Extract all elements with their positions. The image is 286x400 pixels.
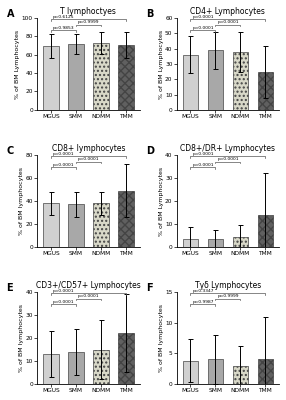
Bar [118, 334, 134, 384]
Bar [68, 352, 84, 384]
Bar [43, 203, 59, 247]
Bar [258, 215, 273, 247]
Y-axis label: % of BM lymphocytes: % of BM lymphocytes [159, 304, 164, 372]
Text: p=0.6125: p=0.6125 [53, 14, 75, 18]
Text: A: A [7, 9, 14, 19]
Title: CD3+/CD57+ Lymphocytes: CD3+/CD57+ Lymphocytes [36, 281, 141, 290]
Text: p=0.9853: p=0.9853 [53, 26, 75, 30]
Bar [93, 203, 109, 247]
Bar [68, 44, 84, 110]
Bar [183, 55, 198, 110]
Bar [258, 72, 273, 110]
Bar [43, 46, 59, 110]
Bar [208, 239, 223, 247]
Title: CD8+/DR+ Lymphocytes: CD8+/DR+ Lymphocytes [180, 144, 275, 153]
Y-axis label: % of BM lymphocytes: % of BM lymphocytes [19, 304, 24, 372]
Bar [93, 350, 109, 384]
Text: p=0.3347: p=0.3347 [192, 289, 214, 293]
Text: p<0.0001: p<0.0001 [53, 289, 74, 293]
Text: p<0.0001: p<0.0001 [53, 300, 74, 304]
Title: T lymphoctyes: T lymphoctyes [60, 7, 116, 16]
Bar [208, 360, 223, 384]
Text: p=0.9999: p=0.9999 [217, 294, 239, 298]
Text: p<0.0001: p<0.0001 [78, 157, 99, 161]
Text: B: B [146, 9, 153, 19]
Text: E: E [7, 283, 13, 293]
Text: p<0.0001: p<0.0001 [192, 14, 214, 18]
Bar [118, 45, 134, 110]
Y-axis label: % of BM lymphocytes: % of BM lymphocytes [19, 167, 24, 235]
Text: C: C [7, 146, 14, 156]
Title: CD8+ lymphocytes: CD8+ lymphocytes [51, 144, 125, 153]
Y-axis label: % of BM Lymphocytes: % of BM Lymphocytes [159, 166, 164, 236]
Bar [183, 239, 198, 247]
Text: D: D [146, 146, 154, 156]
Text: p<0.0001: p<0.0001 [192, 152, 214, 156]
Bar [233, 236, 248, 247]
Y-axis label: % of BM Lymphocytes: % of BM Lymphocytes [15, 30, 21, 98]
Text: p<0.0001: p<0.0001 [192, 26, 214, 30]
Bar [233, 52, 248, 110]
Y-axis label: % of BM Lymphocytes: % of BM Lymphocytes [159, 30, 164, 98]
Text: p<0.0001: p<0.0001 [78, 294, 99, 298]
Text: p<0.0001: p<0.0001 [217, 157, 239, 161]
Text: F: F [146, 283, 153, 293]
Text: p<0.0001: p<0.0001 [192, 163, 214, 167]
Bar [233, 366, 248, 384]
Text: p<0.0001: p<0.0001 [53, 163, 74, 167]
Bar [43, 354, 59, 384]
Bar [183, 361, 198, 384]
Text: p<0.0001: p<0.0001 [53, 152, 74, 156]
Title: CD4+ Lymphocytes: CD4+ Lymphocytes [190, 7, 265, 16]
Text: p=0.9987: p=0.9987 [192, 300, 214, 304]
Bar [258, 360, 273, 384]
Bar [118, 191, 134, 247]
Bar [208, 50, 223, 110]
Text: p<0.0001: p<0.0001 [217, 20, 239, 24]
Title: Tγδ Lymphocytes: Tγδ Lymphocytes [195, 281, 261, 290]
Text: p=0.9999: p=0.9999 [78, 20, 99, 24]
Bar [93, 43, 109, 110]
Bar [68, 204, 84, 247]
